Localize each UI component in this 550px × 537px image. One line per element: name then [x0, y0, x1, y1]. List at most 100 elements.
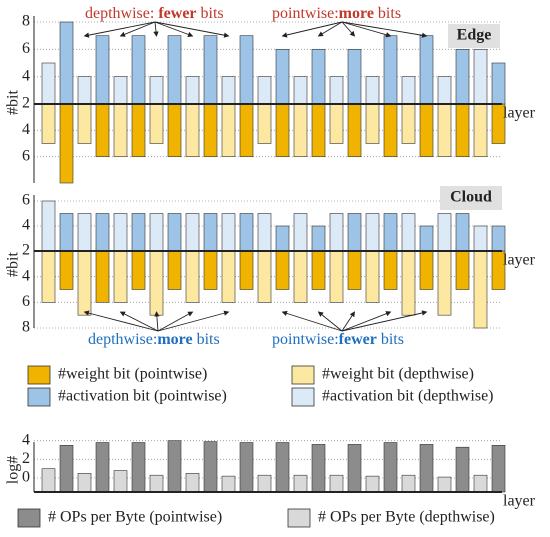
bar	[95, 103, 110, 157]
bar	[419, 444, 434, 493]
bar	[365, 213, 380, 252]
annotation-part: pointwise:	[272, 5, 339, 22]
bar	[167, 213, 182, 252]
bar	[401, 474, 416, 493]
bar	[365, 103, 380, 144]
bar	[275, 49, 290, 105]
legend-swatch	[291, 365, 315, 385]
annotation-part: fewer	[158, 5, 196, 22]
bar	[149, 250, 164, 316]
bar	[221, 76, 236, 105]
bar	[347, 213, 362, 252]
bar	[401, 213, 416, 252]
bar	[455, 49, 470, 105]
arrow	[281, 21, 343, 38]
y-tick-label: 6	[22, 40, 30, 57]
y-tick-label: 2	[22, 450, 30, 467]
bar	[311, 444, 326, 493]
annotation: depthwise:more bits	[88, 331, 220, 348]
panel-label-box	[448, 24, 500, 48]
bar	[77, 213, 92, 252]
legend-swatch	[291, 387, 315, 407]
bar	[185, 103, 200, 157]
y-tick-label: 4	[22, 431, 30, 448]
bar	[257, 250, 272, 303]
arrow	[157, 310, 230, 332]
bar	[473, 250, 488, 329]
arrow	[154, 21, 194, 37]
bar	[203, 250, 218, 290]
annotation: pointwise:more bits	[272, 5, 401, 22]
bar	[347, 444, 362, 493]
bar	[41, 62, 56, 105]
bar	[383, 35, 398, 105]
bar	[257, 213, 272, 252]
bar	[311, 250, 326, 290]
bar	[419, 225, 434, 252]
bar	[185, 213, 200, 252]
arrow	[153, 21, 159, 37]
y-tick-label: 2	[22, 95, 30, 112]
bar	[437, 250, 452, 316]
bar	[419, 35, 434, 105]
bar	[491, 225, 506, 252]
bar	[167, 250, 182, 290]
panel-label: Edge	[457, 27, 492, 44]
bar	[131, 103, 146, 157]
arrow	[119, 21, 156, 37]
y-axis-label: #bit	[5, 252, 22, 277]
bar	[347, 103, 362, 157]
bar	[401, 103, 416, 144]
arrow	[341, 311, 392, 332]
bar	[293, 213, 308, 252]
annotation-part: depthwise:	[85, 5, 158, 22]
bar	[401, 76, 416, 105]
arrow	[341, 21, 392, 38]
x-axis-label: layer	[503, 493, 536, 510]
bar	[311, 49, 326, 105]
y2-tick-label: 4	[22, 121, 30, 138]
bar	[167, 440, 182, 493]
bar	[437, 76, 452, 105]
bar	[149, 474, 164, 493]
bar	[41, 250, 56, 303]
bar	[329, 103, 344, 144]
bar	[149, 213, 164, 252]
annotation-part: more	[157, 331, 192, 348]
bar	[293, 103, 308, 157]
arrow	[317, 21, 343, 37]
bar	[437, 213, 452, 252]
annotation: depthwise: fewer bits	[85, 5, 224, 22]
annotation-part: depthwise:	[88, 331, 157, 348]
y2-tick-label: 6	[22, 293, 30, 310]
bar	[131, 442, 146, 493]
bar	[419, 103, 434, 157]
bar	[221, 475, 236, 493]
bar	[257, 76, 272, 105]
bar	[113, 213, 128, 252]
bar	[167, 103, 182, 157]
bar	[185, 473, 200, 493]
bar	[95, 442, 110, 493]
bar	[383, 250, 398, 290]
bar	[365, 250, 380, 303]
annotation: pointwise:fewer bits	[272, 331, 404, 348]
bar	[455, 250, 470, 290]
bar	[329, 213, 344, 252]
bar	[293, 250, 308, 303]
bar	[113, 103, 128, 157]
legend-swatch	[287, 508, 311, 528]
bar	[275, 225, 290, 252]
bar	[437, 476, 452, 493]
y-tick-label: 0	[22, 469, 30, 486]
legend-label: # OPs per Byte (pointwise)	[48, 509, 222, 526]
bar	[59, 213, 74, 252]
bar	[257, 474, 272, 493]
bar	[347, 250, 362, 290]
bar	[203, 103, 218, 157]
y-axis-label: log#	[5, 456, 22, 484]
bar	[293, 474, 308, 493]
bar	[329, 76, 344, 105]
bar	[77, 473, 92, 493]
